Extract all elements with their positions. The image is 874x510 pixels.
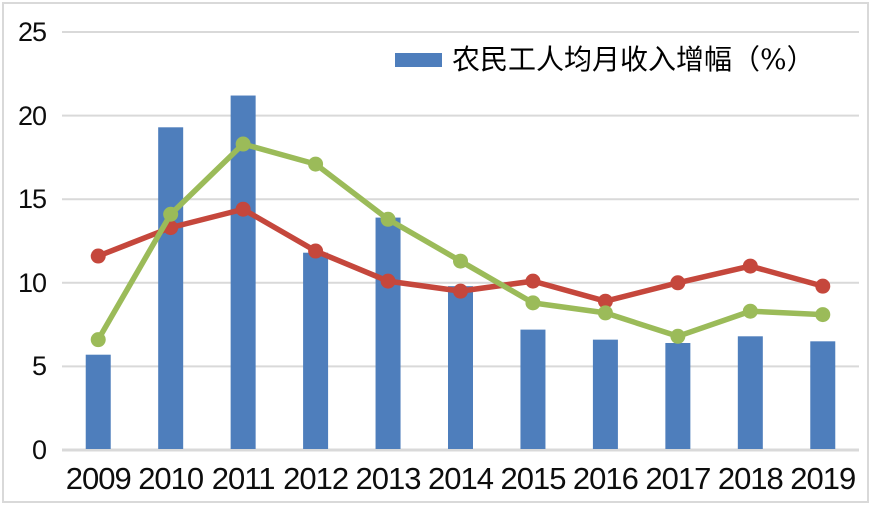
legend: 农民工人均月收入增幅（%） (395, 44, 815, 76)
x-axis-tick-label: 2016 (572, 461, 639, 496)
bar-2019 (810, 341, 836, 449)
red-line-marker-2019 (815, 278, 831, 294)
green-line-marker-2018 (742, 303, 758, 319)
x-axis-tick-label: 2013 (355, 461, 422, 496)
green-line-marker-2011 (235, 136, 251, 152)
y-axis-tick-label: 10 (17, 267, 47, 298)
x-axis-tick-label: 2009 (65, 461, 132, 496)
x-axis-tick-label: 2012 (283, 461, 349, 496)
bar-2018 (737, 336, 763, 449)
bar-2009 (85, 354, 111, 449)
red-line-marker-2017 (670, 275, 686, 291)
green-line-marker-2012 (308, 156, 324, 172)
x-axis-tick-label: 2017 (645, 461, 711, 496)
red-line-marker-2011 (235, 201, 251, 217)
y-axis-tick-label: 20 (17, 100, 47, 131)
red-line-marker-2014 (453, 283, 468, 299)
y-axis-tick-label: 15 (17, 184, 47, 215)
red-line-marker-2012 (308, 243, 324, 259)
red-line-marker-2009 (90, 248, 106, 264)
bar-2016 (592, 339, 618, 449)
green-line-marker-2017 (670, 328, 686, 344)
green-line-marker-2016 (597, 305, 613, 321)
green-line-marker-2019 (815, 307, 831, 323)
x-axis-tick-label: 2010 (138, 461, 204, 496)
bar-2012 (303, 252, 329, 449)
green-line-marker-2009 (90, 332, 106, 348)
red-line-marker-2018 (742, 258, 758, 274)
green-line-marker-2015 (525, 295, 541, 311)
x-axis-tick-label: 2019 (790, 461, 856, 496)
green-line-marker-2013 (380, 211, 396, 227)
x-axis-tick-label: 2015 (500, 461, 566, 496)
y-axis-tick-label: 25 (17, 17, 47, 47)
bar-2017 (665, 342, 691, 449)
x-axis-tick-label: 2014 (428, 461, 494, 496)
bar-2015 (520, 329, 546, 449)
red-line-marker-2015 (525, 273, 541, 289)
green-line-marker-2010 (163, 206, 179, 222)
red-line-marker-2013 (380, 273, 396, 289)
red-line-marker-2016 (597, 293, 613, 309)
bar-2010 (158, 127, 184, 449)
y-axis-tick-label: 0 (31, 435, 47, 465)
legend-label: 农民工人均月收入增幅（%） (452, 43, 815, 76)
y-axis-tick-label: 5 (31, 351, 47, 382)
legend-swatch (395, 53, 442, 67)
x-axis-tick-label: 2018 (717, 461, 784, 496)
x-axis-tick-label: 2011 (211, 461, 276, 496)
bar-2013 (375, 217, 401, 449)
bar-2014 (448, 286, 473, 449)
green-line-marker-2014 (453, 253, 468, 269)
